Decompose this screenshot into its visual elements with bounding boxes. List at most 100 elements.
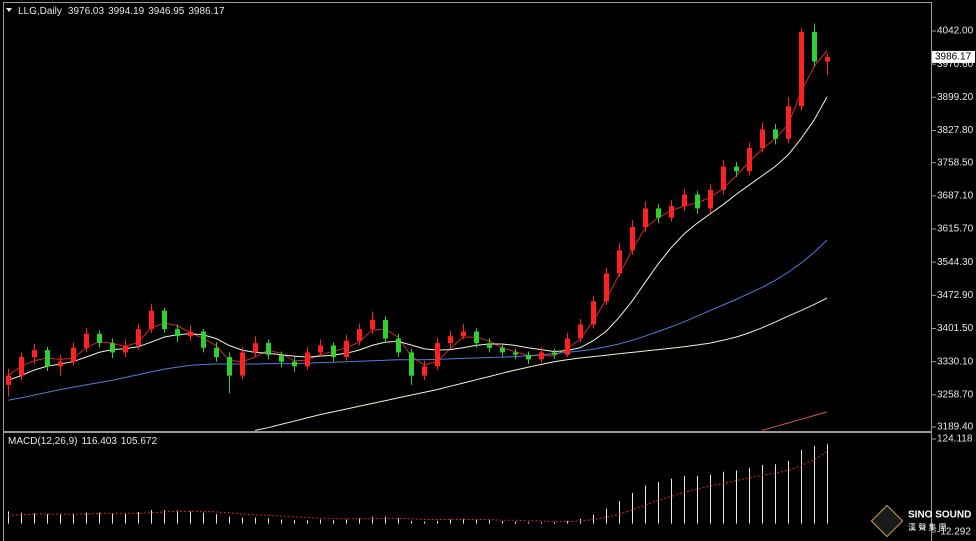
- y-tick-label: 3899.20: [937, 92, 974, 103]
- candle-body: [526, 354, 531, 360]
- candle-body: [669, 206, 674, 218]
- line-series: [254, 297, 828, 431]
- line-series: [7, 96, 828, 381]
- candle-body: [279, 354, 284, 362]
- candle-body: [630, 226, 635, 251]
- candle-body: [331, 345, 336, 358]
- candle-body: [214, 347, 219, 358]
- candle-body: [825, 56, 830, 62]
- last-low: 3946.95: [148, 6, 185, 17]
- candle-body: [695, 194, 700, 209]
- marks: 4042.00 3970.60 3899.20 3827.80 3758.50 3687.…: [6, 23, 975, 538]
- price-pane-frame: [3, 2, 932, 432]
- candle-body: [162, 310, 167, 330]
- y-tick-label: 3687.10: [937, 190, 974, 201]
- y-tick-label: 3544.30: [937, 257, 974, 268]
- candle-body: [110, 343, 115, 353]
- candle-body: [175, 329, 180, 337]
- y-tick-label: 3258.70: [937, 389, 974, 400]
- y-tick-label: 3472.90: [937, 290, 974, 301]
- candle-body: [643, 208, 648, 227]
- candle-body: [305, 352, 310, 367]
- candle-body: [591, 301, 596, 325]
- macd-title: MACD(12,26,9): [8, 436, 77, 447]
- last-close: 3986.17: [188, 6, 225, 17]
- y-tick-label: 3189.40: [937, 422, 974, 433]
- candle-body: [500, 347, 505, 353]
- candle-body: [409, 352, 414, 376]
- candle-body: [721, 166, 726, 190]
- candle-body: [617, 250, 622, 274]
- candle-body: [266, 343, 271, 355]
- candle-body: [539, 352, 544, 360]
- candle-body: [136, 329, 141, 346]
- y-tick-label: 3758.50: [937, 157, 974, 168]
- candle-body: [513, 352, 518, 355]
- logo-icon: [870, 504, 904, 538]
- candle-body: [188, 331, 193, 337]
- candle-body: [799, 31, 804, 107]
- candle-body: [487, 343, 492, 348]
- candle-body: [708, 189, 713, 209]
- line-series: [7, 451, 828, 523]
- candle-body: [253, 343, 258, 353]
- candle-body: [227, 357, 232, 376]
- signal-last: 105.672: [121, 436, 158, 447]
- candle-body: [604, 273, 609, 302]
- candle-body: [682, 194, 687, 207]
- candle-body: [773, 129, 778, 139]
- candle-body: [396, 338, 401, 353]
- candle-body: [97, 333, 102, 344]
- candle-body: [32, 350, 37, 358]
- candle-body: [71, 347, 76, 362]
- candle-body: [45, 350, 50, 367]
- candle-body: [565, 338, 570, 355]
- candle-body: [422, 366, 427, 376]
- candle-body: [370, 319, 375, 330]
- candle-body: [812, 31, 817, 62]
- y-tick-label: -12.292: [937, 527, 971, 538]
- y-tick-label: 3615.70: [937, 224, 974, 235]
- candle-body: [58, 361, 63, 367]
- candle-body: [474, 331, 479, 344]
- candle-body: [19, 357, 24, 376]
- symbol: LLG,Daily: [18, 6, 62, 17]
- candle-body: [292, 361, 297, 367]
- candle-body: [344, 340, 349, 358]
- watermark: SINO SOUND 漢 聲 集 團: [870, 504, 971, 538]
- candle-body: [84, 333, 89, 348]
- candle-body: [240, 352, 245, 376]
- candle-body: [435, 343, 440, 367]
- y-tick-label: 3970.60: [937, 59, 974, 70]
- candle-body: [123, 345, 128, 353]
- macd-header: MACD(12,26,9) 116.403 105.672: [8, 436, 157, 447]
- candle-body: [747, 148, 752, 172]
- price-tag: 3986.17: [935, 52, 972, 63]
- candle-body: [760, 129, 765, 149]
- candle-body: [552, 352, 557, 355]
- price-tag-box: [932, 50, 975, 63]
- candle-body: [461, 331, 466, 337]
- candle-body: [6, 375, 11, 385]
- candle-body: [201, 331, 206, 348]
- candle-body: [149, 310, 154, 330]
- header-arrow: [6, 8, 12, 12]
- macd-pane-frame: [3, 432, 932, 541]
- y-tick-label: 3401.50: [937, 323, 974, 334]
- candle-body: [786, 106, 791, 139]
- candle-body: [383, 319, 388, 339]
- y-tick-label: 3330.10: [937, 356, 974, 367]
- line-series: [761, 411, 828, 431]
- candle-body: [357, 329, 362, 341]
- candle-body: [318, 345, 323, 353]
- price-header: LLG,Daily 3976.03 3994.19 3946.95 3986.17: [18, 6, 225, 17]
- macd-last: 116.403: [81, 436, 117, 447]
- brand-cn: 漢 聲 集 團: [908, 522, 947, 532]
- brand: SINO SOUND: [908, 510, 971, 521]
- candle-body: [656, 208, 661, 218]
- y-tick-label: 3827.80: [937, 125, 974, 136]
- last-high: 3994.19: [108, 6, 145, 17]
- last-open: 3976.03: [68, 6, 105, 17]
